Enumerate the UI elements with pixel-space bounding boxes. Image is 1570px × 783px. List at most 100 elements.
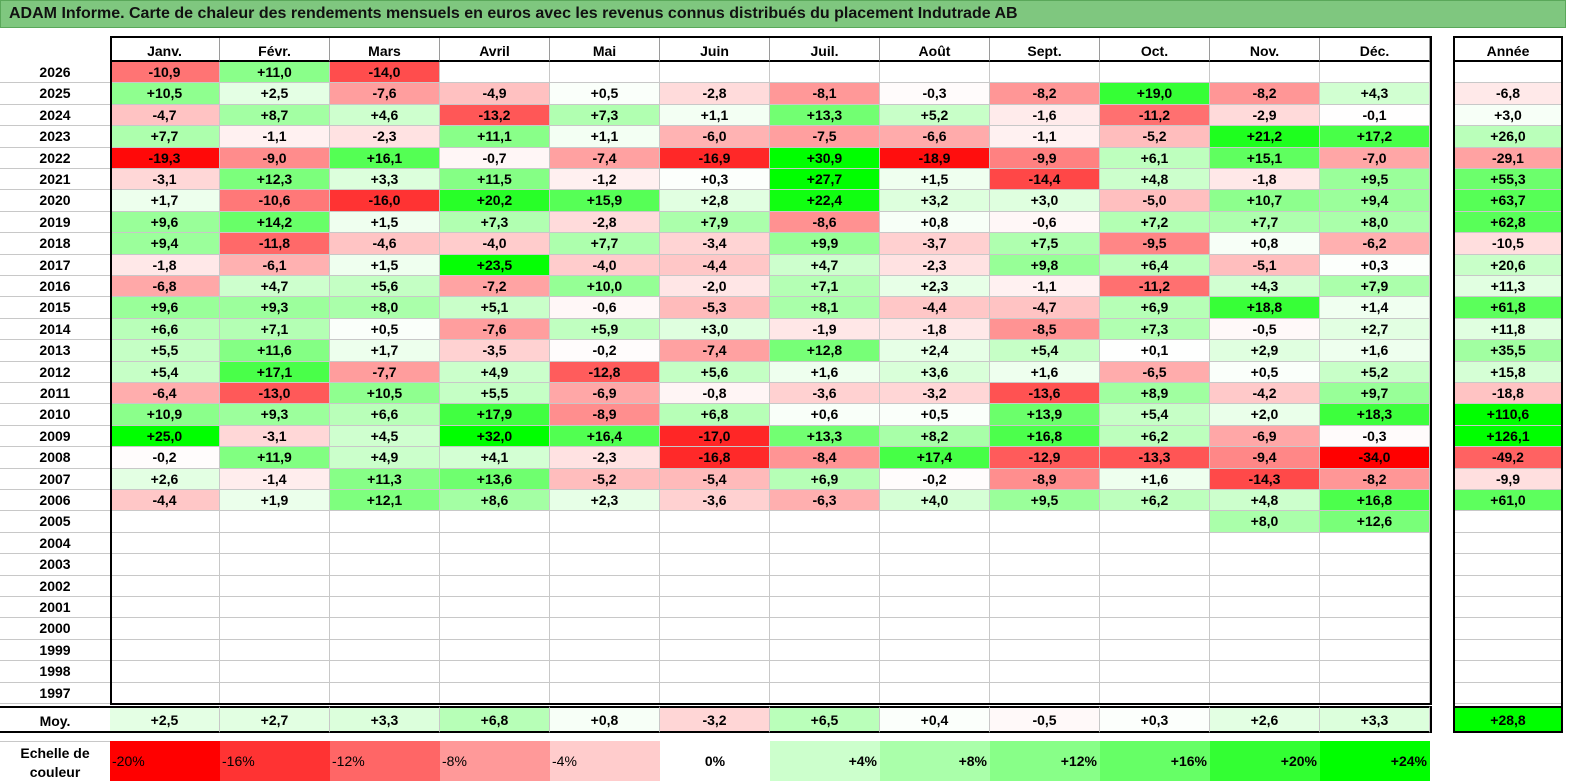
heatmap-cell: +1,7 — [110, 190, 220, 212]
annual-cell: +61,0 — [1453, 490, 1563, 512]
heatmap-cell: +2,0 — [1210, 404, 1320, 426]
heatmap-cell — [1100, 532, 1210, 555]
year-label: 2019 — [0, 212, 110, 234]
heatmap-cell: -12,8 — [550, 361, 660, 383]
heatmap-cell — [660, 597, 770, 619]
heatmap-cell — [440, 639, 550, 662]
heatmap-cell: +3,0 — [990, 190, 1100, 212]
average-cell: +2,5 — [110, 706, 220, 733]
heatmap-cell: -8,6 — [770, 211, 880, 234]
heatmap-cell: +6,9 — [1100, 297, 1210, 319]
heatmap-cell: +11,3 — [330, 468, 440, 490]
heatmap-cell — [990, 597, 1100, 619]
heatmap-cell: +16,1 — [330, 147, 440, 169]
heatmap-cell: +13,9 — [990, 404, 1100, 426]
heatmap-cell — [880, 682, 990, 704]
heatmap-cell — [550, 554, 660, 576]
heatmap-cell: +16,4 — [550, 425, 660, 448]
heatmap-cell — [110, 661, 220, 683]
heatmap-cell: +1,5 — [330, 211, 440, 234]
heatmap-cell — [110, 554, 220, 576]
heatmap-cell: -5,4 — [660, 468, 770, 490]
heatmap-cell: +5,4 — [110, 361, 220, 383]
heatmap-cell: -0,2 — [550, 340, 660, 362]
heatmap-cell: -3,2 — [880, 383, 990, 405]
heatmap-cell — [660, 639, 770, 662]
heatmap-cell: +4,7 — [220, 276, 330, 298]
heatmap-cell — [660, 618, 770, 640]
heatmap-cell: -5,0 — [1100, 190, 1210, 212]
heatmap-cell: +11,0 — [220, 62, 330, 84]
month-header: Mars — [330, 36, 440, 62]
heatmap-cell — [880, 639, 990, 662]
heatmap-cell: -1,6 — [990, 104, 1100, 127]
color-scale-swatch: +20% — [1210, 741, 1320, 781]
heatmap-cell — [550, 575, 660, 597]
heatmap-cell: -5,2 — [550, 468, 660, 490]
year-label: 2006 — [0, 490, 110, 512]
heatmap-cell: +7,2 — [1100, 211, 1210, 234]
heatmap-cell — [990, 62, 1100, 84]
heatmap-cell — [330, 639, 440, 662]
heatmap-cell — [660, 554, 770, 576]
heatmap-cell: +4,5 — [330, 425, 440, 448]
heatmap-cell: +1,4 — [1320, 297, 1430, 319]
heatmap-cell: -16,8 — [660, 447, 770, 469]
heatmap-cell — [880, 532, 990, 555]
heatmap-cell: -7,4 — [660, 340, 770, 362]
year-label: 2026 — [0, 62, 110, 84]
annual-cell — [1453, 639, 1563, 662]
annual-cell: +26,0 — [1453, 126, 1563, 148]
heatmap-cell: +12,6 — [1320, 511, 1430, 533]
heatmap-cell: +5,5 — [110, 340, 220, 362]
heatmap-cell: +10,7 — [1210, 190, 1320, 212]
heatmap-cell: -9,0 — [220, 147, 330, 169]
heatmap-cell: +13,3 — [770, 104, 880, 127]
heatmap-cell — [880, 597, 990, 619]
heatmap-cell — [990, 639, 1100, 662]
heatmap-cell: +23,5 — [440, 254, 550, 276]
heatmap-cell — [1320, 661, 1430, 683]
heatmap-cell: -9,5 — [1100, 233, 1210, 255]
heatmap-cell — [770, 597, 880, 619]
heatmap-cell — [1320, 554, 1430, 576]
heatmap-cell: +3,3 — [330, 169, 440, 191]
month-header: Juin — [660, 36, 770, 62]
year-label: 2010 — [0, 404, 110, 426]
heatmap-cell: +6,1 — [1100, 147, 1210, 169]
annual-cell: +126,1 — [1453, 425, 1563, 448]
heatmap-cell — [330, 682, 440, 704]
heatmap-cell: +16,8 — [990, 425, 1100, 448]
heatmap-cell: +10,5 — [110, 83, 220, 105]
heatmap-cell: -19,3 — [110, 147, 220, 169]
average-cell: +3,3 — [330, 706, 440, 733]
average-cell: +2,6 — [1210, 706, 1320, 733]
heatmap-cell: +32,0 — [440, 425, 550, 448]
heatmap-cell: -1,1 — [990, 126, 1100, 148]
month-header: Oct. — [1100, 36, 1210, 62]
annual-cell — [1453, 554, 1563, 576]
heatmap-cell: +2,6 — [110, 468, 220, 490]
heatmap-cell: +9,8 — [990, 254, 1100, 276]
heatmap-cell: -7,5 — [770, 126, 880, 148]
heatmap-cell: -2,3 — [880, 254, 990, 276]
month-header: Nov. — [1210, 36, 1320, 62]
heatmap-cell: -6,4 — [110, 383, 220, 405]
annual-cell — [1453, 532, 1563, 555]
heatmap-cell: +2,3 — [550, 490, 660, 512]
heatmap-cell — [440, 661, 550, 683]
heatmap-cell: -6,6 — [880, 126, 990, 148]
heatmap-cell — [1210, 618, 1320, 640]
annual-cell: -9,9 — [1453, 468, 1563, 490]
color-scale-swatch: -12% — [330, 741, 440, 781]
color-scale-swatch: +24% — [1320, 741, 1430, 781]
heatmap-cell: +4,3 — [1210, 276, 1320, 298]
heatmap-cell: +30,9 — [770, 147, 880, 169]
heatmap-cell: -0,7 — [440, 147, 550, 169]
heatmap-cell — [990, 511, 1100, 533]
annual-cell: -18,8 — [1453, 383, 1563, 405]
year-label: 2018 — [0, 233, 110, 255]
heatmap-cell: -0,3 — [880, 83, 990, 105]
heatmap-cell: +7,3 — [440, 211, 550, 234]
heatmap-cell: +9,5 — [1320, 169, 1430, 191]
